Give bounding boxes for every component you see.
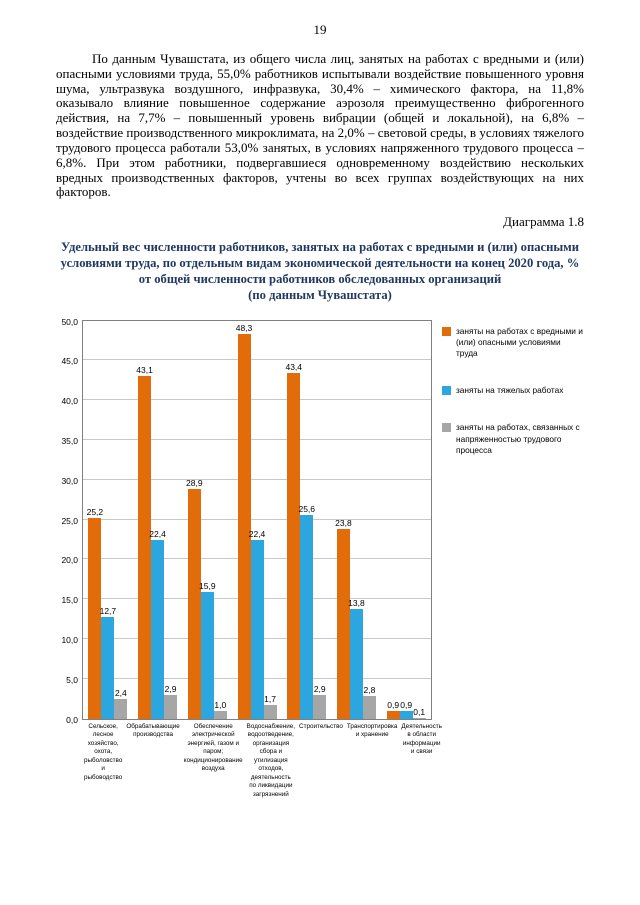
bar: 0,1	[412, 707, 426, 719]
bar: 1,7	[263, 694, 277, 719]
bar: 25,6	[298, 504, 315, 719]
y-tick-label: 35,0	[61, 435, 78, 446]
y-tick-label: 40,0	[61, 396, 78, 407]
bar: 22,4	[249, 529, 265, 719]
bar-value-label: 43,1	[136, 364, 153, 375]
bar-value-label: 22,4	[248, 529, 266, 540]
chart-subtitle: (по данным Чувашстата)	[248, 287, 392, 302]
plot-area: 25,2 12,7 2,4 43,1 22,4 2,9 28,9 15,9 1,0 48,3 22,…	[82, 319, 432, 720]
legend-label: заняты на работах, связанных с напряженн…	[456, 422, 580, 455]
bar: 22,4	[149, 529, 166, 719]
x-axis-category-label: Сельское, лесное хозяйство, охота, рыбол…	[84, 722, 123, 781]
y-tick-label: 50,0	[61, 316, 78, 327]
bar: 13,8	[348, 598, 365, 719]
bar-value-label: 0,9	[400, 700, 413, 711]
diagram-label: Диаграмма 1.8	[503, 214, 584, 230]
bar-group: 25,2 12,7 2,4	[83, 321, 133, 719]
bar: 2,8	[362, 685, 376, 719]
bar: 25,2	[87, 507, 103, 719]
y-axis: 0,0 5,0 10,0 15,0 20,0 25,0 30,0 35,0 40,0 45,0 50…	[56, 316, 82, 725]
bar-value-label: 1,7	[264, 694, 276, 705]
bar-value-label: 0,9	[387, 700, 400, 711]
legend-item: заняты на тяжелых работах	[442, 385, 584, 396]
bar: 2,4	[114, 688, 128, 719]
bar: 43,4	[285, 362, 302, 719]
y-tick-label: 5,0	[66, 674, 78, 685]
y-tick-label: 15,0	[61, 595, 78, 606]
gridline	[83, 478, 431, 480]
legend-swatch	[442, 423, 451, 433]
x-axis-category-label: Строительство	[299, 722, 343, 730]
bar: 1,0	[213, 700, 227, 719]
bar-group: 43,4 25,6 2,9	[282, 321, 332, 719]
plot-wrap: 25,2 12,7 2,4 43,1 22,4 2,9 28,9 15,9 1,0 48,3 22,…	[82, 319, 442, 800]
bar-value-label: 13,8	[348, 597, 365, 608]
x-axis-category-label: Обеспечение электрической энергией, газо…	[183, 722, 243, 773]
bar-value-label: 28,9	[186, 477, 203, 488]
bar: 0,9	[386, 700, 400, 719]
bar-group: 23,8 13,8 2,8	[332, 321, 382, 719]
bar-chart: 0,0 5,0 10,0 15,0 20,0 25,0 30,0 35,0 40,0 45,0 50…	[56, 316, 584, 800]
bar: 12,7	[100, 606, 116, 719]
y-tick-label: 30,0	[61, 475, 78, 486]
bar: 2,9	[313, 684, 327, 719]
bar-value-label: 2,4	[114, 688, 127, 699]
legend-item: заняты на работах, связанных с напряженн…	[442, 422, 584, 456]
legend-swatch	[442, 326, 451, 336]
legend-label: заняты на тяжелых работах	[456, 385, 564, 396]
bar-value-label: 22,4	[149, 529, 166, 540]
y-tick-label: 45,0	[61, 356, 78, 367]
y-tick-label: 20,0	[61, 555, 78, 566]
x-axis-category-label: Водоснабжение, водоотведение, организаци…	[246, 722, 296, 798]
bar: 15,9	[199, 581, 216, 719]
bar-group: 48,3 22,4 1,7	[232, 321, 282, 719]
page-number: 19	[313, 22, 327, 37]
bar-value-label: 48,3	[235, 323, 253, 334]
x-axis-labels: Сельское, лесное хозяйство, охота, рыбол…	[82, 722, 442, 800]
bar-value-label: 2,9	[313, 684, 326, 695]
bar: 2,9	[164, 684, 178, 719]
y-tick-label: 25,0	[61, 515, 78, 526]
legend-swatch	[442, 386, 451, 396]
bar-value-label: 15,9	[199, 581, 216, 591]
gridline	[83, 518, 431, 520]
bar-group: 0,9 0,9 0,1	[381, 321, 431, 719]
x-axis-category-label: Обрабатывающие производства	[126, 722, 180, 739]
gridline	[83, 438, 431, 440]
chart-title: Удельный вес численности работников, зан…	[60, 240, 580, 286]
bar-value-label: 2,9	[164, 684, 177, 695]
y-tick-label: 0,0	[66, 714, 78, 725]
bar-value-label: 25,6	[298, 503, 316, 514]
gridline	[83, 399, 431, 401]
bar: 28,9	[186, 478, 203, 719]
chart-legend: заняты на работах с вредными и (или) опа…	[432, 320, 584, 800]
bar-value-label: 43,4	[285, 362, 303, 373]
bar: 0,9	[399, 700, 413, 719]
body-paragraph: По данным Чувашстата, из общего числа ли…	[56, 51, 584, 200]
bar-value-label: 0,1	[413, 706, 426, 717]
bar: 43,1	[136, 365, 153, 719]
bar-value-label: 23,8	[335, 518, 352, 529]
bar-value-label: 25,2	[86, 506, 104, 517]
x-axis-category-label: Деятельность в области информации и связ…	[401, 722, 442, 756]
bar-value-label: 2,8	[363, 685, 376, 696]
bar-value-label: 12,7	[99, 606, 117, 617]
bar: 48,3	[236, 323, 252, 719]
gridline	[83, 359, 431, 361]
legend-item: заняты на работах с вредными и (или) опа…	[442, 326, 584, 360]
x-axis-category-label: Транспортировка и хранение	[346, 722, 398, 739]
legend-label: заняты на работах с вредными и (или) опа…	[456, 325, 583, 358]
bar-group: 28,9 15,9 1,0	[182, 321, 232, 719]
bar-value-label: 1,0	[214, 699, 227, 710]
y-tick-label: 10,0	[61, 634, 78, 645]
bar: 23,8	[335, 518, 352, 719]
bar-group: 43,1 22,4 2,9	[133, 321, 183, 719]
